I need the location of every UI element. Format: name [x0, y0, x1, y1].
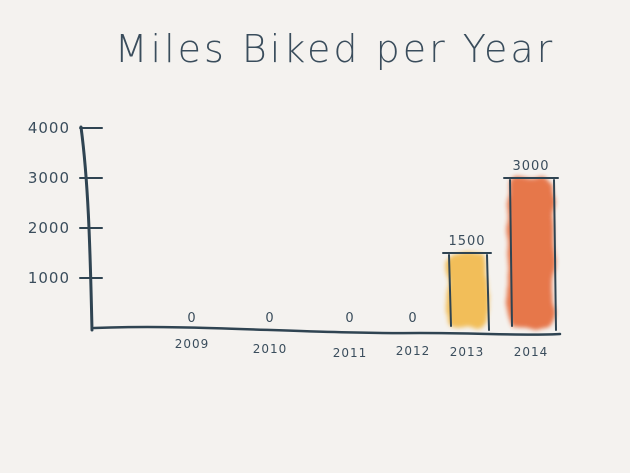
x-axis-line: [92, 325, 562, 336]
bar: [447, 253, 487, 328]
y-axis-ticks: 1000 2000 3000 4000: [28, 119, 103, 287]
value-label: 0: [408, 311, 417, 326]
chart-title: Miles Biked per Year: [115, 27, 555, 71]
value-label: 0: [345, 311, 354, 326]
y-tick-label: 2000: [28, 219, 70, 237]
x-tick-label: 2011: [333, 346, 368, 360]
x-tick-label: 2009: [175, 337, 210, 351]
value-labels: 0 0 0 0 1500 3000: [187, 159, 549, 326]
axes-group: [79, 125, 562, 336]
value-label: 0: [265, 311, 274, 326]
bar-outline: [503, 177, 559, 331]
bar: [508, 178, 554, 328]
y-tick-label: 4000: [28, 119, 70, 137]
bar-outline: [442, 252, 492, 331]
value-label: 1500: [448, 234, 485, 249]
value-label: 3000: [512, 159, 549, 174]
x-axis-labels: 2009 2010 2011 2012 2013 2014: [175, 337, 549, 360]
y-tick-label: 1000: [28, 269, 70, 287]
bars-group: [442, 177, 559, 331]
y-tick-label: 3000: [28, 169, 70, 187]
x-tick-label: 2014: [514, 345, 549, 359]
x-tick-label: 2010: [253, 342, 288, 356]
value-label: 0: [187, 311, 196, 326]
x-tick-label: 2012: [396, 344, 431, 358]
y-axis-line: [79, 125, 94, 332]
x-tick-label: 2013: [450, 345, 485, 359]
